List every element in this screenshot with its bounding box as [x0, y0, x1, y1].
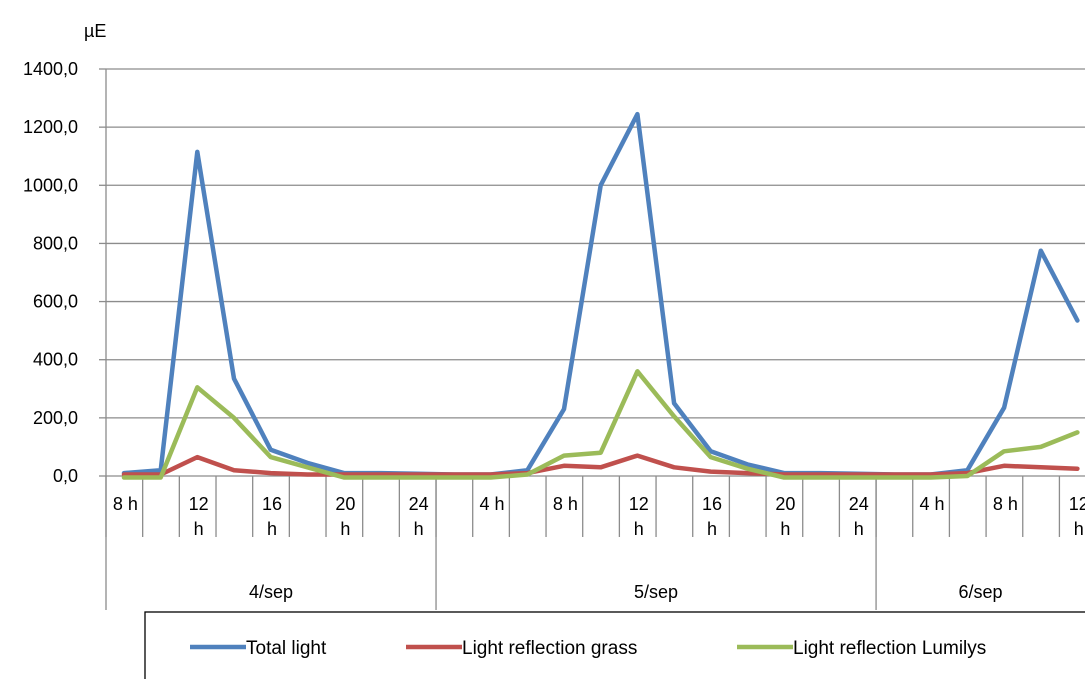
- x-tick-label-line2: h: [340, 519, 350, 539]
- y-tick-label: 800,0: [33, 233, 78, 253]
- y-tick-label: 200,0: [33, 408, 78, 428]
- x-tick-label: 12: [189, 494, 209, 514]
- x-tick-label-line2: h: [1074, 519, 1084, 539]
- x-tick-label: 24: [849, 494, 869, 514]
- legend-entry: Light reflection grass: [462, 638, 637, 659]
- x-tick-label-line2: h: [267, 519, 277, 539]
- x-tick-label: 8 h: [553, 494, 578, 514]
- gridlines: [99, 68, 1085, 610]
- x-tick-label-line2: h: [634, 519, 644, 539]
- x-tick-label: 12: [1069, 494, 1085, 514]
- legend-entry: Light reflection Lumilys: [793, 638, 986, 659]
- y-tick-label: 0,0: [53, 466, 78, 486]
- x-tick-label: 4 h: [920, 494, 945, 514]
- y-axis-unit-label: µE: [84, 21, 106, 41]
- legend: Total light Light reflection grass Light r…: [144, 611, 1085, 679]
- x-tick-label: 4 h: [480, 494, 505, 514]
- series-line: [121, 369, 1080, 480]
- day-label: 5/sep: [634, 582, 678, 602]
- legend-entry: Total light: [246, 638, 327, 659]
- x-tick-label: 20: [775, 494, 795, 514]
- x-tick-label: 8 h: [993, 494, 1018, 514]
- series-line: [121, 453, 1080, 477]
- day-label: 4/sep: [249, 582, 293, 602]
- x-tick-label-line2: h: [414, 519, 424, 539]
- y-tick-label: 600,0: [33, 292, 78, 312]
- y-tick-label: 1200,0: [23, 117, 78, 137]
- x-tick-label: 12: [629, 494, 649, 514]
- x-tick-label: 16: [702, 494, 722, 514]
- series-line: [121, 111, 1080, 477]
- x-tick-label-line2: h: [780, 519, 790, 539]
- x-tick-label: 8 h: [113, 494, 138, 514]
- y-tick-label: 1400,0: [23, 59, 78, 79]
- y-tick-labels: 1400,0 1200,0 1000,0 800,0 600,0 400,0 200,0 0,…: [23, 59, 78, 486]
- y-tick-label: 400,0: [33, 350, 78, 370]
- y-tick-label: 1000,0: [23, 175, 78, 195]
- legend-box: [144, 611, 1085, 679]
- day-label: 6/sep: [959, 582, 1003, 602]
- series-lines: [121, 111, 1080, 480]
- x-tick-label: 20: [335, 494, 355, 514]
- x-tick-label: 16: [262, 494, 282, 514]
- x-tick-label: 24: [409, 494, 429, 514]
- x-axis: 8 h 12 h 16 h 20 h 24 h 4 h 8 h 12 h 16 h 20 h 24 h 4 h 8 h 1…: [105, 475, 1085, 610]
- x-tick-label-line2: h: [707, 519, 717, 539]
- x-tick-label-line2: h: [194, 519, 204, 539]
- x-tick-label-line2: h: [854, 519, 864, 539]
